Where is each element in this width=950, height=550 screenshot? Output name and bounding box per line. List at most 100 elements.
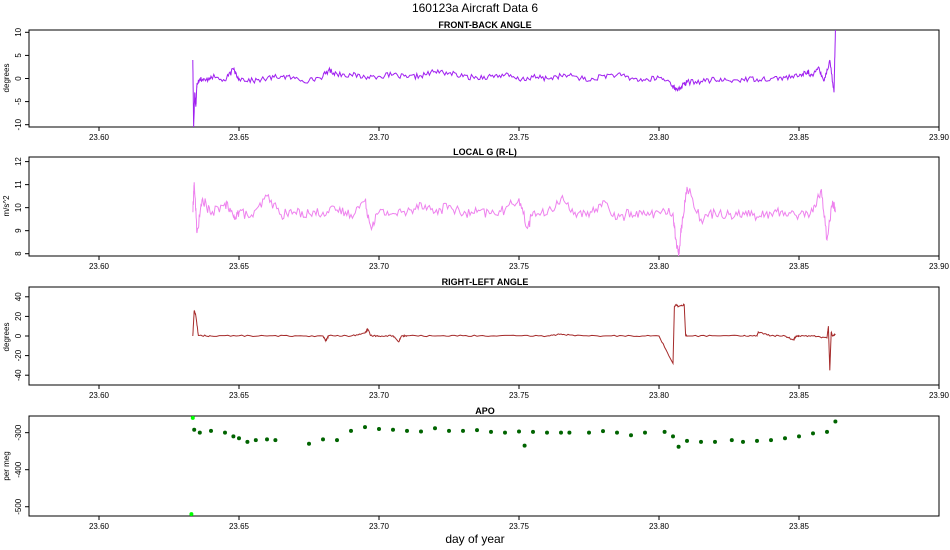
panel-title: RIGHT-LEFT ANGLE xyxy=(442,277,529,287)
y-tick-label: 5 xyxy=(14,53,23,58)
data-point xyxy=(755,438,759,443)
data-point xyxy=(349,428,353,433)
data-point xyxy=(517,429,521,434)
data-point xyxy=(307,441,311,446)
data-point xyxy=(321,437,325,442)
y-axis-label: per meg xyxy=(2,451,11,480)
data-point xyxy=(676,444,681,449)
data-point xyxy=(629,433,633,438)
y-tick-label: -40 xyxy=(14,369,23,381)
data-point xyxy=(475,428,479,433)
panel-title: LOCAL G (R-L) xyxy=(453,147,517,157)
panel-local-g: LOCAL G (R-L) m/s^2 23.60 23.65 23.70 23.75… xyxy=(2,147,950,271)
data-point xyxy=(273,438,278,443)
y-tick-label: -20 xyxy=(14,349,23,361)
plot-frame xyxy=(28,29,940,128)
series-line xyxy=(192,182,836,256)
data-point xyxy=(685,438,689,443)
y-axis-label: m/s^2 xyxy=(2,195,11,217)
panel-title: FRONT-BACK ANGLE xyxy=(438,20,531,30)
x-tick-label: 23.65 xyxy=(229,262,250,271)
data-point xyxy=(192,427,197,432)
data-point xyxy=(253,438,258,443)
x-tick-label: 23.90 xyxy=(929,391,950,400)
data-point xyxy=(615,430,619,435)
data-point xyxy=(643,430,647,435)
panel-apo: APO per meg 23.60 23.65 23.70 23.75 23.80 23.… xyxy=(2,406,940,531)
y-tick-label: 10 xyxy=(14,27,23,36)
y-tick-label: -300 xyxy=(14,424,23,441)
data-point xyxy=(335,438,339,443)
x-tick-label: 23.75 xyxy=(509,133,530,142)
data-point xyxy=(433,426,437,431)
x-tick-label: 23.60 xyxy=(89,133,110,142)
data-point xyxy=(769,438,773,443)
y-tick-label: -5 xyxy=(14,97,23,105)
x-tick-label: 23.60 xyxy=(89,522,110,531)
data-point xyxy=(713,439,717,444)
x-tick-label: 23.75 xyxy=(509,391,530,400)
x-tick-label: 23.70 xyxy=(369,522,390,531)
y-axis-label: degrees xyxy=(2,64,11,93)
x-tick-label: 23.85 xyxy=(789,391,810,400)
x-axis-label: day of year xyxy=(445,532,504,546)
data-point xyxy=(783,436,787,441)
data-point xyxy=(223,430,227,435)
data-point xyxy=(265,437,269,442)
figure-title: 160123a Aircraft Data 6 xyxy=(412,1,538,15)
data-point xyxy=(699,439,703,444)
x-tick-label: 23.70 xyxy=(369,133,390,142)
x-tick-label: 23.60 xyxy=(89,391,110,400)
x-tick-label: 23.80 xyxy=(649,522,670,531)
series-line xyxy=(192,30,836,127)
data-point xyxy=(811,431,815,436)
data-point xyxy=(189,512,194,516)
data-point xyxy=(391,427,395,432)
x-tick-label: 23.85 xyxy=(789,522,810,531)
x-tick-label: 23.75 xyxy=(509,522,530,531)
y-tick-label: 20 xyxy=(14,311,23,320)
data-point xyxy=(833,419,838,424)
y-tick-label: 0 xyxy=(14,333,23,338)
x-tick-label: 23.90 xyxy=(929,133,950,142)
y-tick-label: -400 xyxy=(14,461,23,478)
y-tick-label: 11 xyxy=(14,180,23,189)
data-point xyxy=(197,430,202,435)
data-point xyxy=(231,434,236,439)
panel-front-back-angle: FRONT-BACK ANGLE degrees 23.60 23.65 23.70… xyxy=(2,20,950,142)
data-point xyxy=(797,434,801,439)
data-point xyxy=(522,443,527,448)
data-point xyxy=(587,430,591,435)
y-tick-label: -10 xyxy=(14,118,23,130)
data-point xyxy=(489,429,493,434)
y-tick-label: 0 xyxy=(14,76,23,81)
data-point xyxy=(419,429,423,434)
data-point xyxy=(531,429,535,434)
data-point xyxy=(545,430,549,435)
panel-right-left-angle: RIGHT-LEFT ANGLE degrees 23.60 23.65 23.70… xyxy=(2,277,950,400)
y-tick-label: -500 xyxy=(14,498,23,515)
x-tick-label: 23.90 xyxy=(929,262,950,271)
data-point xyxy=(190,416,195,420)
data-point xyxy=(567,430,572,435)
x-tick-label: 23.85 xyxy=(789,133,810,142)
x-tick-label: 23.80 xyxy=(649,262,670,271)
data-point xyxy=(601,429,605,434)
y-tick-label: 12 xyxy=(14,157,23,166)
y-tick-label: 10 xyxy=(14,203,23,212)
y-axis-label: degrees xyxy=(2,323,11,352)
data-point xyxy=(209,428,213,433)
x-tick-label: 23.80 xyxy=(649,133,670,142)
x-tick-label: 23.85 xyxy=(789,262,810,271)
data-point xyxy=(377,426,381,431)
plot-frame xyxy=(28,415,940,517)
x-tick-label: 23.80 xyxy=(649,391,670,400)
data-point xyxy=(503,430,507,435)
plot-frame xyxy=(28,156,940,257)
data-point xyxy=(245,439,250,444)
x-tick-label: 23.65 xyxy=(229,391,250,400)
data-point xyxy=(559,430,563,435)
x-tick-label: 23.60 xyxy=(89,262,110,271)
x-tick-label: 23.75 xyxy=(509,262,530,271)
y-tick-label: 8 xyxy=(14,251,23,256)
